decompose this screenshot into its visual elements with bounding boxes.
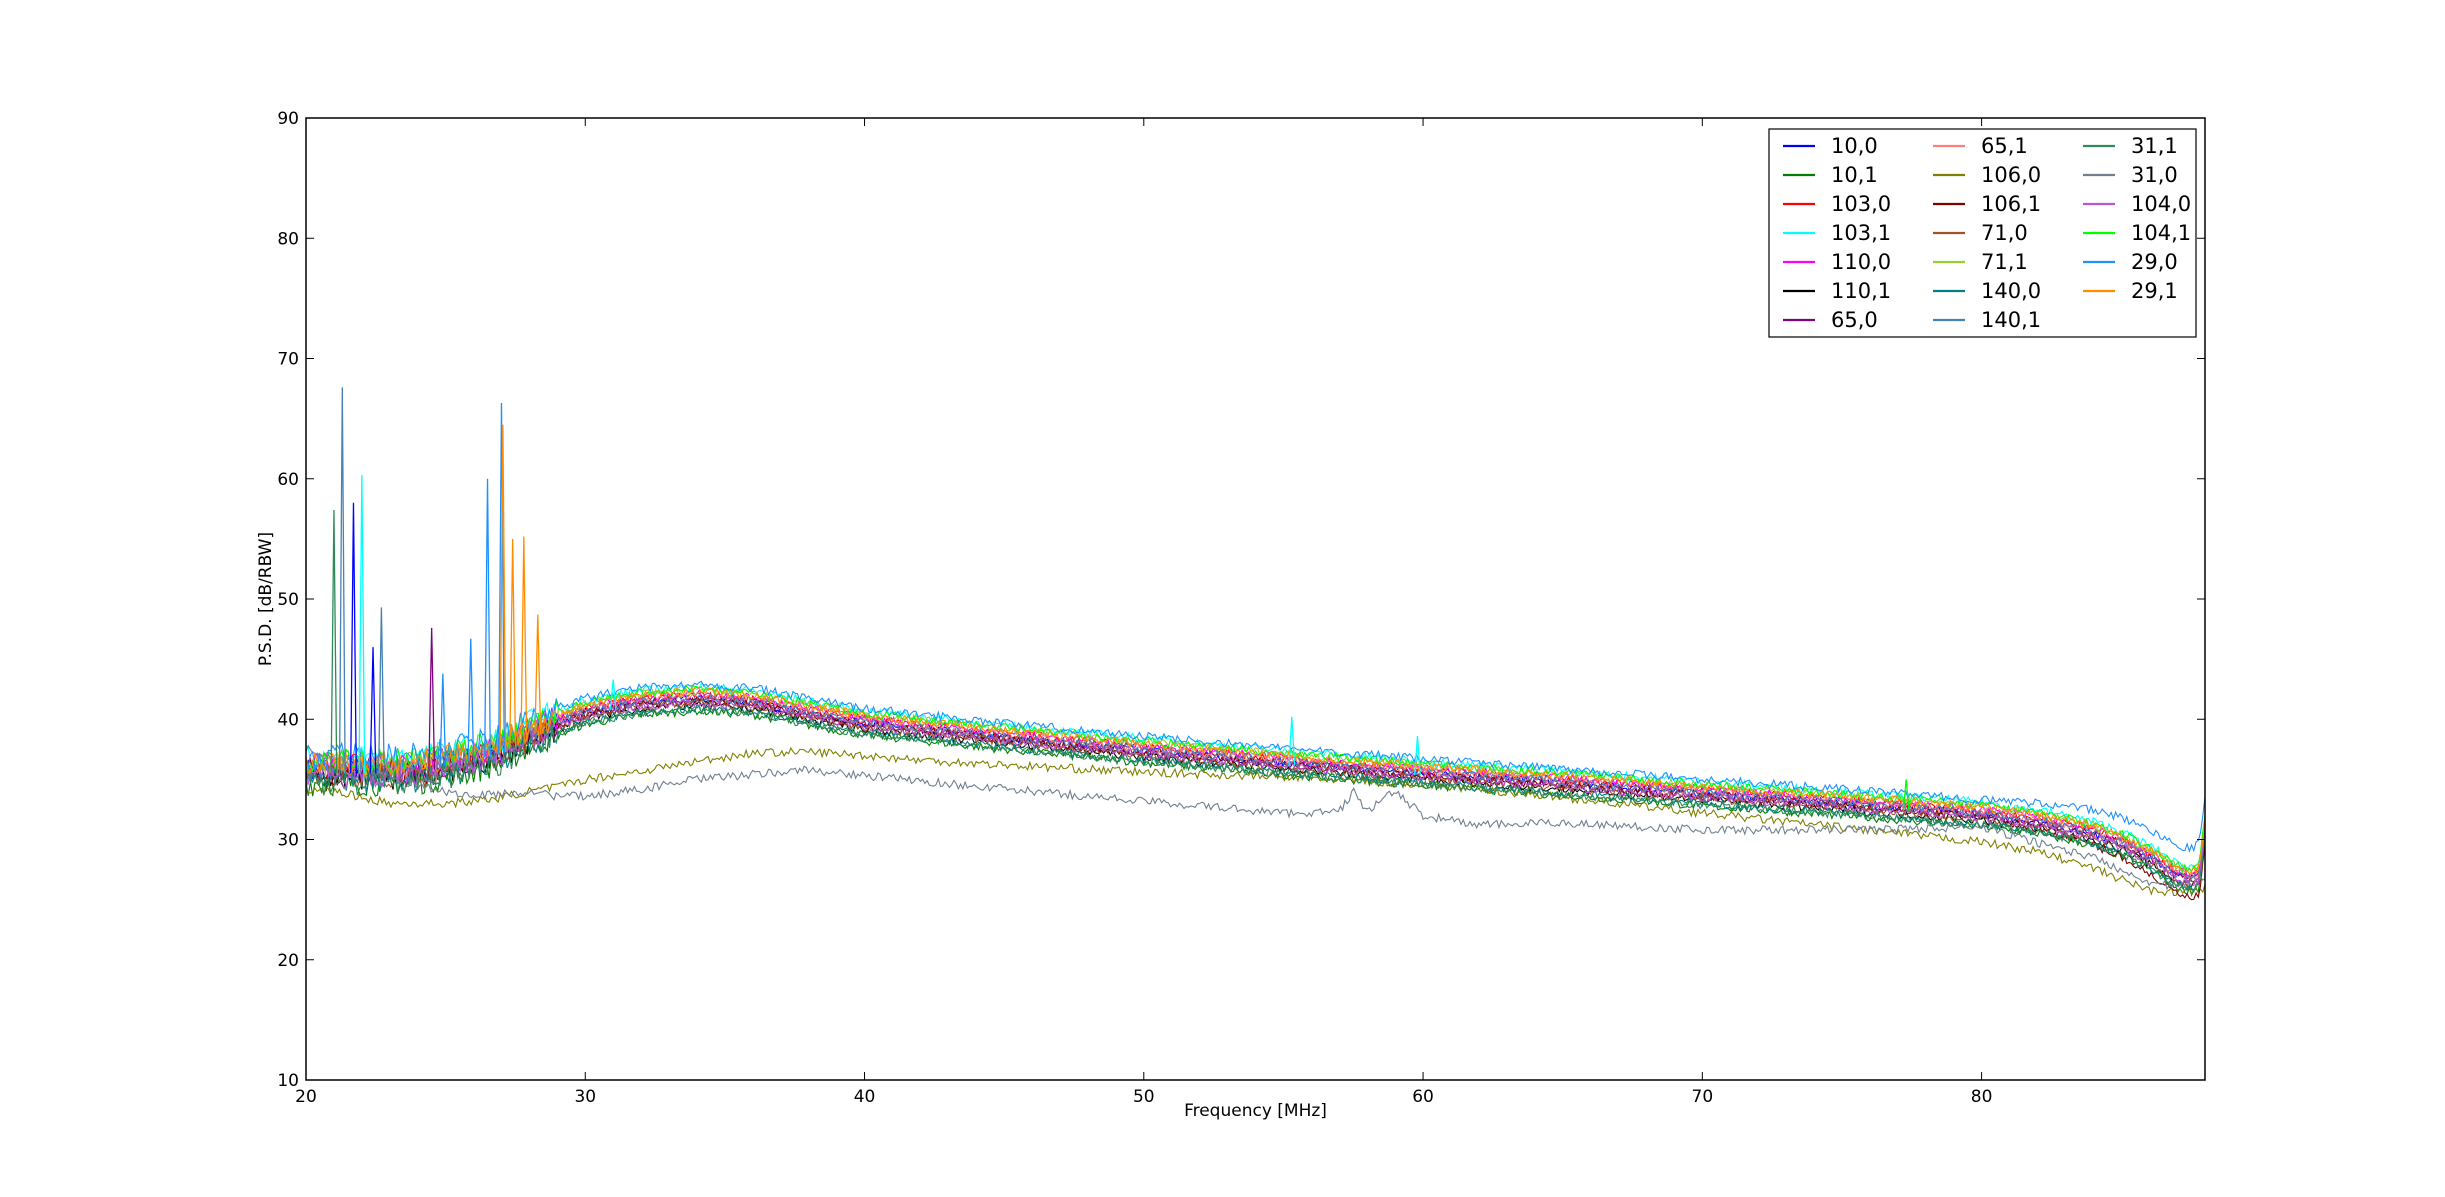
y-tick-label-20: 20 — [277, 951, 299, 971]
series-line-103-1 — [306, 683, 2205, 870]
spike-10 — [498, 402, 505, 753]
series-lines — [306, 680, 2205, 901]
legend-item-31-1: 31,1 — [2083, 134, 2178, 158]
spike-8 — [467, 638, 475, 762]
legend-label: 71,1 — [1981, 250, 2028, 274]
legend-item-104-1: 104,1 — [2083, 221, 2191, 245]
legend-label: 110,0 — [1831, 250, 1891, 274]
y-tick-label-40: 40 — [277, 710, 299, 730]
legend-item-29-1: 29,1 — [2083, 279, 2178, 303]
series-line-71-0 — [306, 698, 2205, 888]
spike-14 — [534, 614, 542, 734]
legend-label: 110,1 — [1831, 279, 1891, 303]
legend-item-110-0: 110,0 — [1783, 250, 1891, 274]
x-tick-label-80: 80 — [1971, 1087, 1993, 1107]
legend-label: 31,1 — [2131, 134, 2178, 158]
spike-18 — [1902, 779, 1910, 811]
legend-label: 106,1 — [1981, 192, 2041, 216]
legend: 10,0 10,1 103,0 103,1 110,0 110,1 65,0 65,1 106,… — [1768, 128, 2197, 338]
x-tick-label-50: 50 — [1133, 1087, 1155, 1107]
legend-label: 104,0 — [2131, 192, 2191, 216]
spike-11 — [499, 424, 507, 753]
y-tick-label-70: 70 — [277, 350, 299, 370]
y-tick-label-30: 30 — [277, 831, 299, 851]
x-tick-label-60: 60 — [1412, 1087, 1434, 1107]
legend-label: 103,1 — [1831, 221, 1891, 245]
series-line-29-1 — [306, 686, 2205, 875]
spike-15 — [609, 679, 617, 710]
y-tick-label-80: 80 — [277, 229, 299, 249]
legend-label: 10,0 — [1831, 134, 1878, 158]
legend-label: 65,1 — [1981, 134, 2028, 158]
legend-item-104-0: 104,0 — [2083, 192, 2191, 216]
legend-item-140-0: 140,0 — [1933, 279, 2041, 303]
series-line-103-0 — [306, 691, 2205, 880]
legend-item-71-0: 71,0 — [1933, 221, 2028, 245]
legend-label: 103,0 — [1831, 192, 1891, 216]
legend-label: 29,0 — [2131, 250, 2178, 274]
spike-9 — [484, 478, 491, 758]
series-line-104-0 — [306, 698, 2205, 887]
series-line-110-1 — [306, 699, 2205, 888]
legend-item-10-1: 10,1 — [1783, 163, 1878, 187]
spike-marks — [330, 387, 1910, 811]
series-line-140-1 — [306, 693, 2205, 880]
spike-13 — [520, 536, 528, 741]
spike-0 — [338, 387, 346, 774]
spike-3 — [350, 502, 357, 774]
series-line-31-1 — [306, 704, 2205, 892]
legend-item-10-0: 10,0 — [1783, 134, 1878, 158]
series-line-29-0 — [306, 680, 2205, 853]
legend-label: 71,0 — [1981, 221, 2028, 245]
legend-item-29-0: 29,0 — [2083, 250, 2178, 274]
legend-box — [1768, 128, 2197, 338]
y-tick-label-90: 90 — [277, 109, 299, 129]
x-tick-label-30: 30 — [574, 1087, 596, 1107]
legend-label: 104,1 — [2131, 221, 2191, 245]
y-tick-label-60: 60 — [277, 470, 299, 490]
spike-5 — [369, 647, 377, 774]
axis-ticks — [305, 117, 2205, 1081]
spike-1 — [330, 510, 338, 774]
spike-6 — [428, 627, 436, 770]
y-tick-label-10: 10 — [277, 1071, 299, 1091]
x-tick-label-20: 20 — [295, 1087, 317, 1107]
spike-12 — [509, 538, 517, 747]
legend-label: 140,0 — [1981, 279, 2041, 303]
legend-label: 29,1 — [2131, 279, 2178, 303]
x-tick-label-40: 40 — [854, 1087, 876, 1107]
legend-label: 140,1 — [1981, 308, 2041, 332]
legend-item-106-1: 106,1 — [1933, 192, 2041, 216]
spike-7 — [439, 673, 447, 768]
series-line-106-1 — [306, 696, 2205, 901]
x-tick-label-70: 70 — [1692, 1087, 1714, 1107]
spike-4 — [377, 607, 385, 774]
x-tick-labels: 20 30 40 50 60 70 80 — [295, 1087, 1992, 1107]
legend-item-65-0: 65,0 — [1783, 308, 1878, 332]
series-line-110-0 — [306, 689, 2205, 877]
series-line-140-0 — [306, 703, 2205, 894]
spike-2 — [358, 475, 366, 774]
y-axis-label: P.S.D. [dB/RBW] — [256, 532, 276, 666]
legend-item-103-0: 103,0 — [1783, 192, 1891, 216]
series-line-106-0 — [306, 746, 2205, 897]
legend-item-65-1: 65,1 — [1933, 134, 2028, 158]
y-tick-label-50: 50 — [277, 590, 299, 610]
legend-label: 106,0 — [1981, 163, 2041, 187]
legend-item-71-1: 71,1 — [1933, 250, 2028, 274]
x-axis-label: Frequency [MHz] — [1184, 1101, 1327, 1121]
y-tick-labels: 10 20 30 40 50 60 70 80 90 — [277, 109, 299, 1091]
legend-label: 31,0 — [2131, 163, 2178, 187]
series-line-31-0 — [306, 744, 2205, 891]
legend-item-31-0: 31,0 — [2083, 163, 2178, 187]
legend-item-140-1: 140,1 — [1933, 308, 2041, 332]
legend-label: 65,0 — [1831, 308, 1878, 332]
legend-item-106-0: 106,0 — [1933, 163, 2041, 187]
spike-16 — [1288, 716, 1296, 766]
spike-17 — [1414, 736, 1421, 776]
legend-label: 10,1 — [1831, 163, 1878, 187]
legend-item-110-1: 110,1 — [1783, 279, 1891, 303]
legend-item-103-1: 103,1 — [1783, 221, 1891, 245]
